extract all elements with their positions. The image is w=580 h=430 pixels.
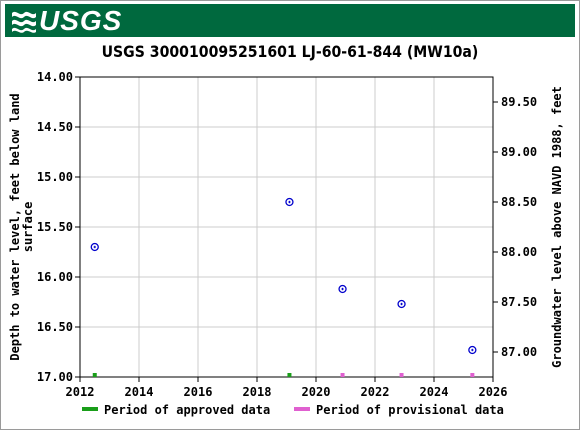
approval-mark-provisional (340, 373, 345, 377)
y-axis-right-ticks: 89.50 89.00 88.50 88.00 87.50 87.00 (493, 95, 537, 359)
data-point-circle (285, 197, 294, 207)
approval-mark-provisional (399, 373, 404, 377)
approval-marks (92, 373, 475, 377)
y-right-tick-label: 89.50 (501, 95, 537, 109)
legend-swatch (82, 407, 98, 411)
data-point (90, 242, 99, 252)
y-axis-left-ticks: 14.00 14.50 15.00 15.50 16.00 16.50 17.00 (37, 70, 80, 384)
y-left-tick-label: 16.50 (37, 320, 73, 334)
data-point (285, 197, 294, 207)
x-tick-label: 2020 (302, 385, 331, 399)
legend-label: Period of provisional data (316, 403, 504, 417)
x-tick-label: 2016 (184, 385, 213, 399)
y-axis-right-label: Groundwater level above NAVD 1988, feet (550, 86, 564, 368)
x-tick-label: 2022 (361, 385, 390, 399)
y-right-tick-label: 88.50 (501, 195, 537, 209)
y-left-tick-label: 17.00 (37, 370, 73, 384)
y-right-tick-label: 87.50 (501, 295, 537, 309)
usgs-logo-text: USGS (39, 5, 123, 36)
y-left-tick-label: 16.00 (37, 270, 73, 284)
data-points (90, 197, 477, 355)
y-axis-left-label-line: surface (21, 202, 35, 253)
usgs-wave-icon (12, 11, 36, 33)
y-axis-left-label-line: Depth to water level, feet below land (8, 93, 22, 360)
x-tick-label: 2014 (125, 385, 154, 399)
approval-mark-provisional (470, 373, 475, 377)
x-tick-label: 2024 (420, 385, 449, 399)
approval-mark-approved (287, 373, 292, 377)
y-axis-left-label: Depth to water level, feet below landsur… (8, 93, 35, 360)
data-point (338, 284, 347, 294)
y-left-tick-label: 15.50 (37, 220, 73, 234)
data-point-circle (468, 345, 477, 355)
chart-title: USGS 300010095251601 LJ-60-61-844 (MW10a… (101, 42, 479, 61)
x-tick-label: 2018 (243, 385, 272, 399)
x-tick-label: 2026 (479, 385, 508, 399)
y-left-tick-label: 15.00 (37, 170, 73, 184)
y-left-tick-label: 14.50 (37, 120, 73, 134)
usgs-header-bar: USGS (5, 4, 575, 37)
data-point-circle (397, 299, 406, 309)
grid-lines (80, 77, 493, 377)
legend-swatch (294, 407, 310, 411)
data-point (397, 299, 406, 309)
y-right-tick-label: 88.00 (501, 245, 537, 259)
approval-mark-approved (92, 373, 97, 377)
y-right-tick-label: 87.00 (501, 345, 537, 359)
data-point-circle (90, 242, 99, 252)
x-tick-label: 2012 (66, 385, 95, 399)
y-left-tick-label: 14.00 (37, 70, 73, 84)
legend: Period of approved data Period of provisi… (82, 403, 504, 417)
x-axis-ticks: 2012 2014 2016 2018 2020 2022 2024 2026 (66, 377, 508, 399)
data-point-circle (338, 284, 347, 294)
data-point (468, 345, 477, 355)
legend-label: Period of approved data (104, 403, 270, 417)
y-right-tick-label: 89.00 (501, 145, 537, 159)
